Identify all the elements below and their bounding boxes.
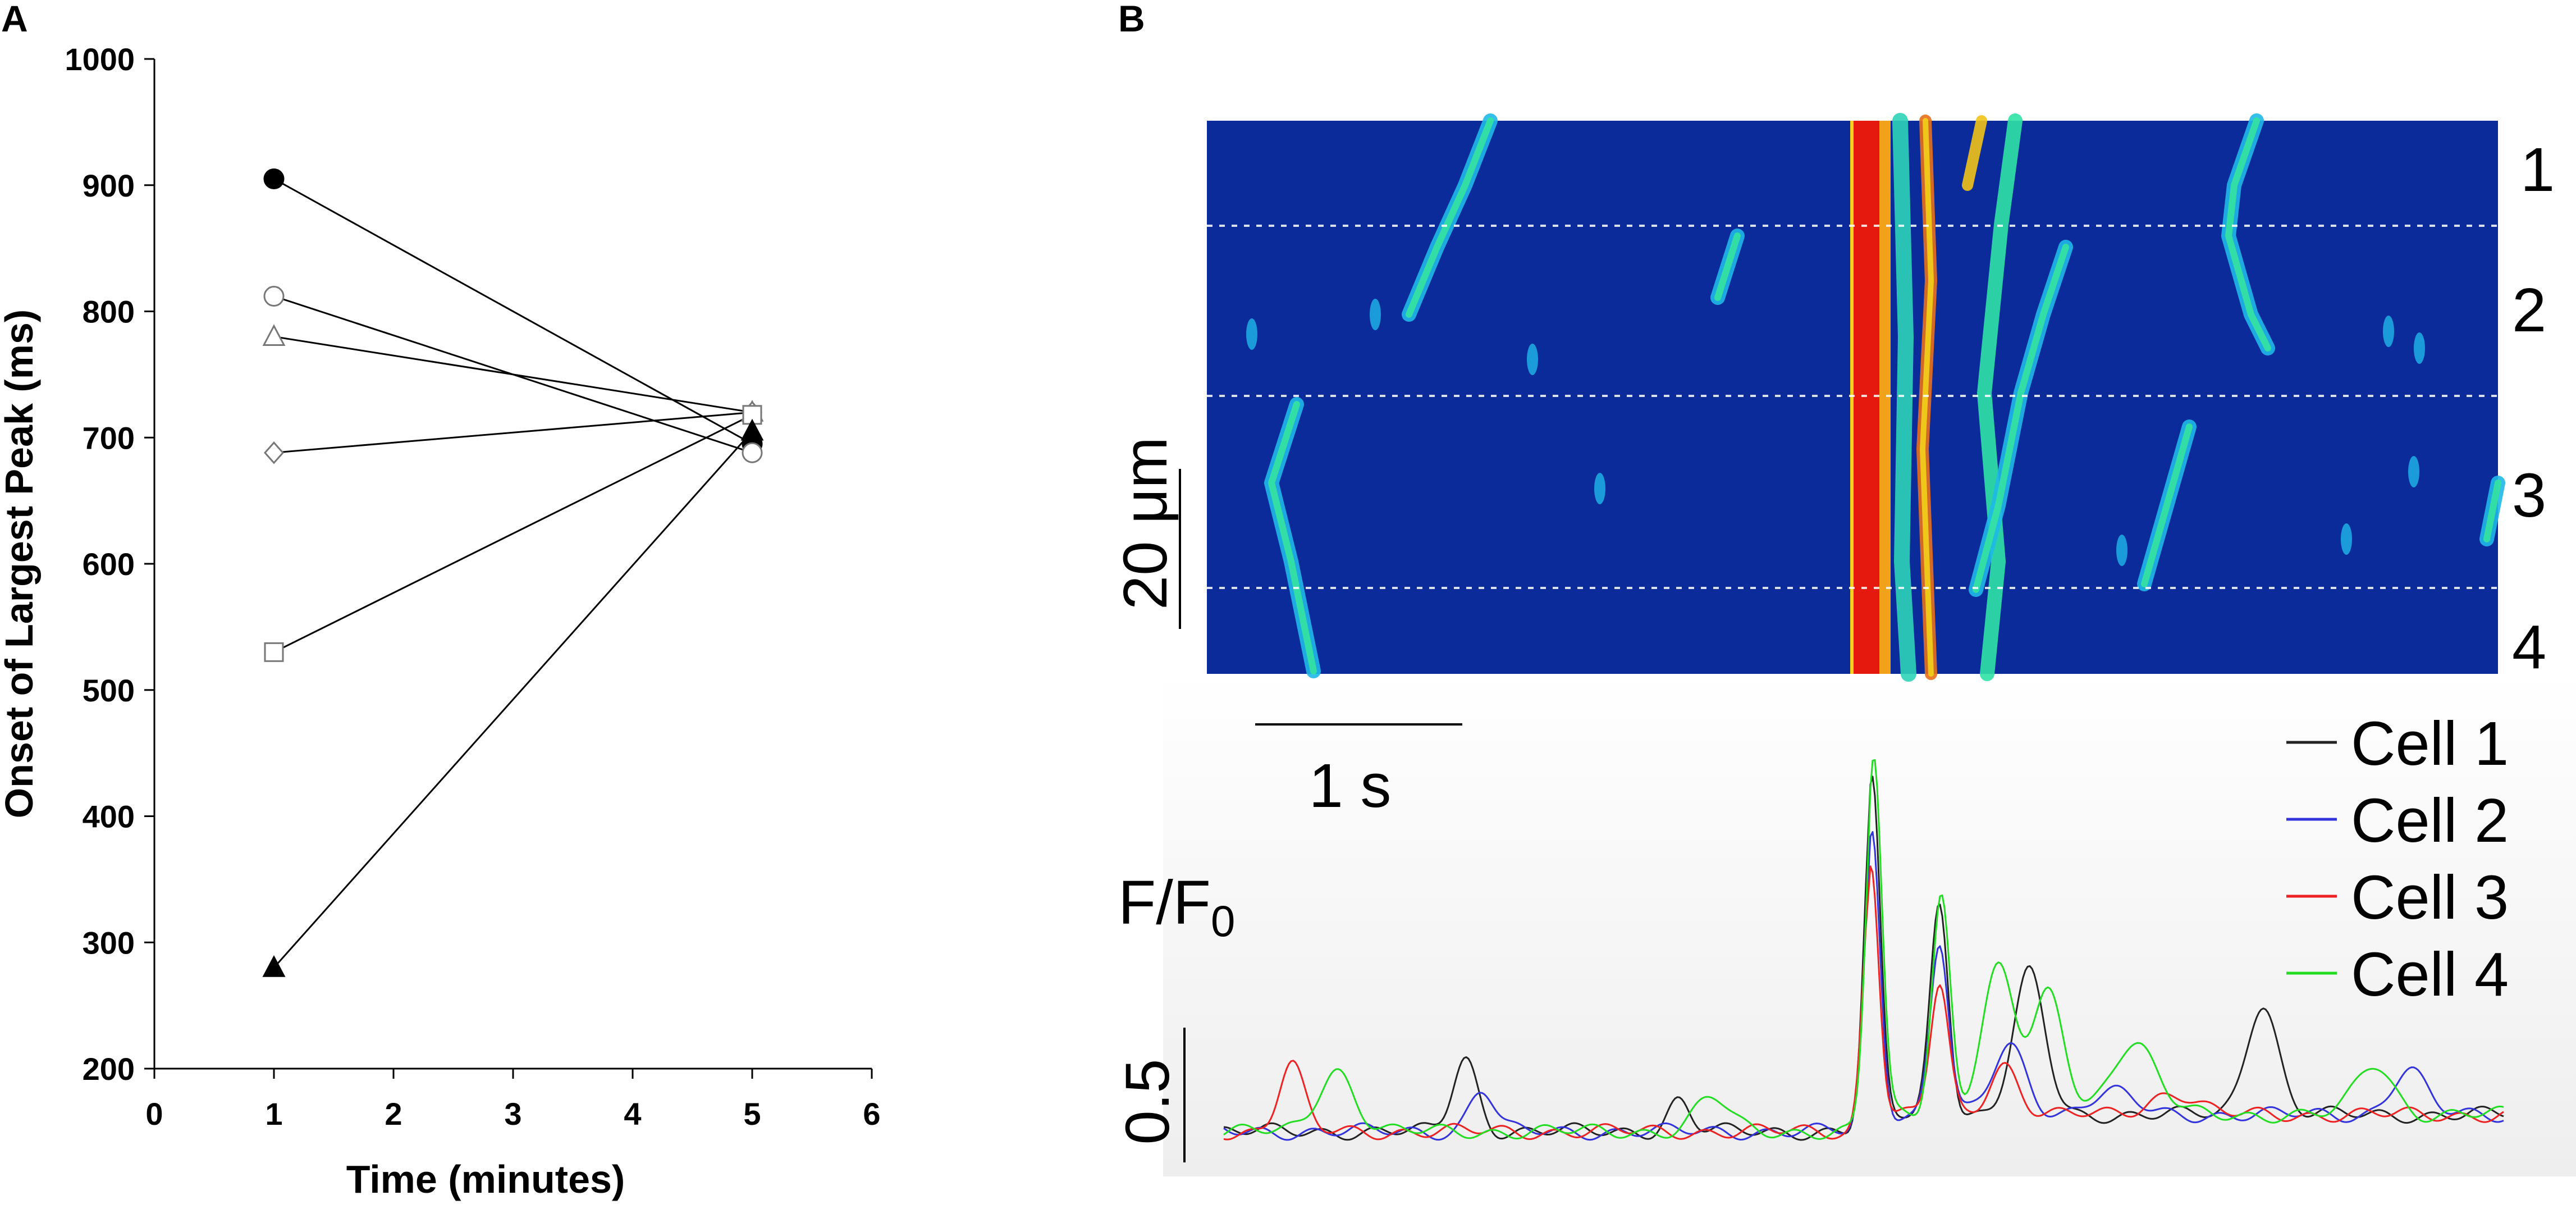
linescan-speck <box>1527 344 1538 375</box>
wave-small-core <box>1714 232 1741 301</box>
panel-a-series-lines <box>273 178 753 969</box>
marker-filled-triangle <box>262 955 286 977</box>
x-tick-label: 6 <box>863 1096 880 1132</box>
y-tick-label: 1000 <box>65 42 135 77</box>
series-line-open-square <box>273 414 753 653</box>
row-label-1: 1 <box>2520 135 2555 204</box>
evoked-secondary-3 <box>1977 113 2023 681</box>
series-line-filled-circle <box>273 178 753 445</box>
linescan-speck <box>1370 299 1381 330</box>
panel-a-letter: A <box>1 0 28 39</box>
marker-filled-circle <box>263 168 285 190</box>
panel-b-letter: B <box>1118 0 1145 39</box>
linescan-speck <box>2383 316 2394 347</box>
linescan-row-labels: 1 2 3 4 <box>2512 135 2555 682</box>
evoked-secondary-1 <box>1892 113 1916 682</box>
row-label-3: 3 <box>2512 461 2546 530</box>
time-scale-label: 1 s <box>1309 751 1392 820</box>
linescan-speck <box>2408 456 2419 487</box>
legend-label-cell-3: Cell 3 <box>2351 863 2509 932</box>
trace-area-background <box>1163 671 2576 1176</box>
linescan-heatmap <box>1207 113 2505 682</box>
y-tick-label: 200 <box>83 1051 135 1087</box>
panel-a-chart: A 200 300 400 500 600 700 800 900 1000 0 1 2 3 4 5 6 On… <box>0 0 881 1201</box>
evoked-band-glow <box>1879 121 1891 674</box>
wave-right-core <box>2225 117 2271 352</box>
x-tick-label: 3 <box>504 1096 521 1132</box>
marker-filled-triangle <box>740 418 764 441</box>
panel-a-markers <box>262 168 764 977</box>
linescan-speck <box>1594 473 1605 504</box>
amplitude-scale-label: 0.5 <box>1113 1059 1182 1145</box>
wave-middle-core <box>1973 244 2069 593</box>
panel-b: B 1 2 3 4 20 μm 1 s F/F0 0.5 <box>1111 0 2576 1176</box>
evoked-band-red <box>1854 121 1879 674</box>
marker-open-square <box>264 642 284 662</box>
fluorescence-traces <box>1223 759 2504 1141</box>
y-tick-label: 600 <box>83 546 135 582</box>
wave-edge-core <box>2483 480 2501 542</box>
linescan-speck <box>2116 535 2127 566</box>
marker-open-triangle <box>262 324 286 346</box>
wave-middle-2-core <box>2141 423 2193 587</box>
x-tick-label: 1 <box>265 1096 282 1132</box>
linescan-speck <box>2414 332 2425 364</box>
row-label-4: 4 <box>2512 613 2546 682</box>
y-tick-label: 500 <box>83 673 135 708</box>
evoked-band-edge <box>1850 121 1854 674</box>
x-tick-label: 0 <box>145 1096 163 1132</box>
linescan-speck <box>2341 523 2352 555</box>
evoked-secondary-3-top <box>1962 115 1987 191</box>
x-tick-label: 2 <box>385 1096 402 1132</box>
traces-y-label-subscript: 0 <box>1211 896 1235 946</box>
traces-y-label: F/F0 <box>1118 868 1235 946</box>
panel-a-y-axis-title: Onset of Largest Peak (ms) <box>0 309 41 818</box>
trace-cell-4 <box>1223 759 2504 1140</box>
linescan-row-dividers <box>1207 225 2498 589</box>
legend-label-cell-2: Cell 2 <box>2351 786 2509 855</box>
legend-label-cell-1: Cell 1 <box>2351 709 2509 778</box>
panel-a-ticks: 200 300 400 500 600 700 800 900 1000 0 1 2 3 4 5 6 <box>65 42 880 1132</box>
marker-open-circle <box>263 286 285 307</box>
wave-left-bottom-core <box>1268 401 1317 674</box>
series-line-filled-triangle <box>273 431 753 969</box>
space-scale-label: 20 μm <box>1111 437 1180 610</box>
y-tick-label: 700 <box>83 420 135 455</box>
evoked-secondary-2-core <box>1920 118 1934 677</box>
series-line-open-diamond <box>273 411 753 454</box>
panel-a-x-axis-title: Time (minutes) <box>346 1157 625 1201</box>
linescan-speck <box>1246 318 1257 350</box>
marker-open-diamond <box>263 441 285 464</box>
y-tick-label: 800 <box>83 294 135 330</box>
x-tick-label: 5 <box>743 1096 761 1132</box>
x-tick-label: 4 <box>624 1096 641 1132</box>
wave-left-top-core <box>1406 117 1494 318</box>
traces-y-label-main: F/F <box>1118 868 1211 937</box>
trace-cell-1 <box>1223 775 2504 1141</box>
y-tick-label: 300 <box>83 925 135 960</box>
y-tick-label: 900 <box>83 168 135 203</box>
linescan-streaks <box>1246 113 2505 682</box>
traces-legend: Cell 1 Cell 2 Cell 3 Cell 4 <box>2286 709 2509 1009</box>
legend-label-cell-4: Cell 4 <box>2351 940 2509 1009</box>
marker-open-circle <box>742 442 763 463</box>
series-line-open-triangle <box>273 335 753 413</box>
row-label-2: 2 <box>2512 276 2546 345</box>
y-tick-label: 400 <box>83 799 135 834</box>
